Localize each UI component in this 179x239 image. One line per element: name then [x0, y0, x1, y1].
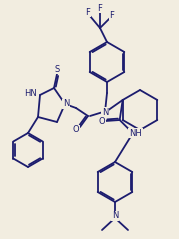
Text: N: N [63, 99, 69, 109]
Text: O: O [73, 125, 79, 135]
Text: F: F [110, 11, 114, 20]
Text: O: O [98, 116, 105, 125]
Text: N: N [102, 108, 108, 116]
Text: F: F [86, 7, 90, 16]
Text: F: F [98, 4, 102, 12]
Text: N: N [112, 212, 118, 221]
Text: S: S [54, 65, 60, 74]
Text: NH: NH [129, 129, 142, 137]
Text: HN: HN [24, 89, 37, 98]
